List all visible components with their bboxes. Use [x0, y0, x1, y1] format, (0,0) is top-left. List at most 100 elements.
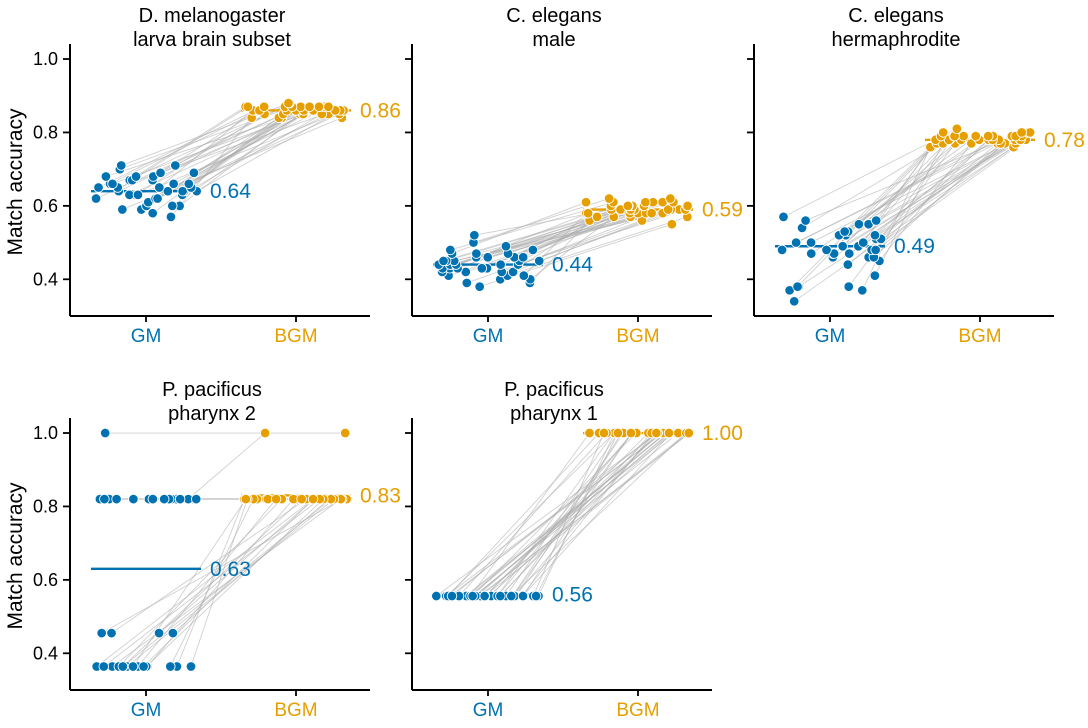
panel-title-line: hermaphrodite [832, 29, 961, 51]
data-point [99, 493, 110, 505]
data-point [438, 255, 449, 267]
pair-line [118, 110, 292, 192]
data-point [127, 661, 139, 672]
x-tick-label-gm: GM [131, 700, 162, 721]
data-point [339, 427, 351, 439]
data-point [805, 237, 817, 248]
data-point [174, 493, 186, 505]
pair-line [190, 498, 248, 667]
panel-title-line: C. elegans [848, 5, 944, 27]
data-point [461, 277, 473, 289]
pair-line [118, 498, 283, 667]
data-point [580, 196, 592, 208]
pair-line [484, 432, 649, 597]
data-point [843, 248, 855, 259]
data-point [682, 200, 693, 212]
data-point [821, 244, 832, 256]
pair-line [488, 432, 672, 597]
pair-line [522, 432, 672, 597]
pair-line [517, 209, 686, 266]
data-point [640, 196, 651, 208]
pair-line [861, 146, 931, 291]
data-point [1016, 127, 1027, 138]
pair-line [838, 135, 989, 236]
data-point [612, 427, 624, 439]
pair-line [500, 432, 652, 597]
panel-title: C. elegans hermaphrodite [832, 5, 961, 51]
pair-line [446, 432, 615, 597]
pair-line [137, 498, 277, 667]
points-gm [776, 211, 887, 307]
data-point [788, 296, 800, 307]
data-point [582, 207, 594, 219]
data-point [476, 263, 488, 274]
data-point [240, 493, 252, 505]
panel-title-line: male [532, 29, 575, 51]
data-point [800, 215, 811, 226]
pair-line [805, 132, 1022, 221]
data-point [96, 627, 107, 639]
data-point [776, 244, 788, 256]
pair-line [451, 432, 657, 597]
data-point [167, 200, 178, 212]
data-point [662, 204, 674, 215]
pair-line [880, 135, 955, 240]
pair-line [789, 146, 933, 291]
panel-title-line: P. pacificus [162, 379, 262, 401]
mean-label-bgm: 0.86 [360, 99, 401, 122]
data-point [185, 661, 197, 672]
data-point [152, 193, 163, 204]
data-point [651, 427, 662, 439]
pair-line [187, 432, 266, 500]
pair-line [505, 432, 619, 597]
data-point [805, 248, 817, 259]
x-tick-label-bgm: BGM [274, 326, 317, 347]
points-bgm [584, 427, 695, 439]
pair-line [129, 106, 246, 181]
pair-line [858, 139, 950, 247]
data-point [99, 427, 111, 439]
data-point [304, 101, 315, 112]
pair-line [143, 498, 314, 667]
data-point [259, 427, 271, 439]
data-point [870, 215, 882, 226]
mean-label-bgm: 1.00 [702, 422, 743, 445]
data-point [853, 218, 865, 230]
mean-label-bgm: 0.83 [360, 484, 401, 507]
y-tick-label: 0.8 [33, 496, 58, 516]
pair-line [871, 139, 1027, 251]
data-point [506, 590, 517, 602]
data-point [111, 493, 122, 505]
data-point [507, 266, 519, 278]
data-point [530, 590, 542, 602]
data-point [130, 171, 142, 182]
pair-line [182, 113, 323, 196]
data-point [165, 661, 176, 672]
points-bgm [580, 193, 693, 230]
panel-title-line: D. melanogaster [139, 5, 286, 27]
data-point [117, 661, 129, 672]
data-point [858, 237, 869, 248]
x-tick-label-bgm: BGM [616, 326, 659, 347]
pair-line [497, 432, 633, 597]
pair-line [470, 432, 590, 597]
panel-1: D. melanogaster larva brain subset 0.4 0.6 0… [4, 5, 401, 347]
data-point [155, 167, 166, 179]
data-point [646, 207, 657, 219]
data-point [313, 101, 325, 112]
data-point [951, 123, 963, 135]
data-point [467, 590, 478, 602]
y-tick-label: 0.6 [33, 196, 58, 216]
data-point [147, 207, 158, 219]
data-point [147, 493, 159, 505]
panel-title-line: P. pacificus [504, 379, 604, 401]
mean-label-bgm: 0.59 [702, 199, 743, 222]
pair-lines [96, 432, 348, 667]
data-point [591, 211, 603, 223]
mean-label-gm: 0.63 [210, 558, 251, 581]
pair-line [160, 106, 320, 174]
mean-label-gm: 0.64 [210, 180, 251, 203]
pair-line [158, 498, 315, 634]
y-tick-label: 0.8 [33, 122, 58, 142]
